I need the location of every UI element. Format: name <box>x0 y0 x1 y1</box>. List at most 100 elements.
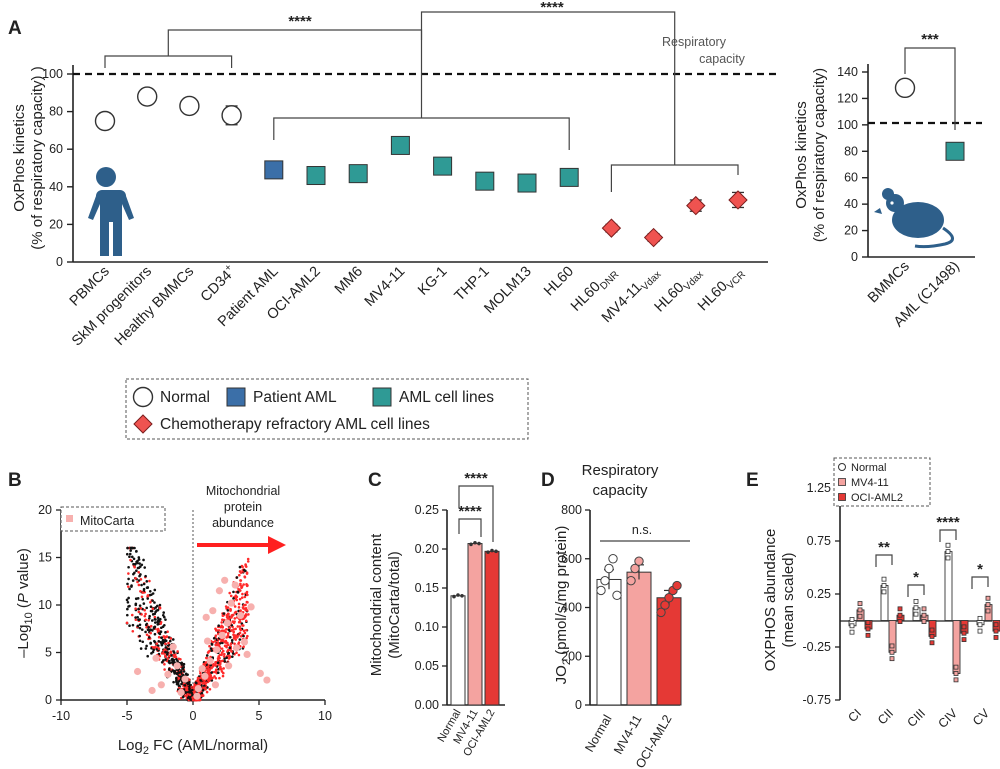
e-point <box>865 632 871 638</box>
a-xtick-label: MM6 <box>332 264 366 298</box>
b-point <box>144 574 147 578</box>
b-point <box>221 639 225 643</box>
e-point <box>889 649 895 655</box>
b-point <box>205 654 209 657</box>
b-point <box>192 685 196 689</box>
b-point <box>237 602 241 606</box>
b-point <box>187 685 191 688</box>
d-point <box>656 607 666 618</box>
d-ytick-label: 400 <box>561 601 582 615</box>
b-point <box>230 623 234 627</box>
b-point <box>177 684 181 688</box>
b-point <box>226 634 230 637</box>
e-point <box>921 606 927 612</box>
b-point <box>145 633 149 637</box>
a-bracket-comparison-2 <box>420 11 676 165</box>
c-ylabel-line1: Mitochondrial content <box>368 533 385 676</box>
e-point <box>945 542 951 548</box>
b-point <box>238 625 242 628</box>
b-point <box>218 676 221 680</box>
b-point <box>137 570 140 574</box>
b-mitocarta-point <box>231 581 239 589</box>
d-point <box>672 580 682 591</box>
e-ytick-label: 1.25 <box>807 481 831 495</box>
c-point <box>473 540 477 545</box>
legend-marker-refractory <box>133 414 153 434</box>
b-point <box>127 596 130 600</box>
b-point <box>167 641 170 645</box>
b-point <box>166 630 169 634</box>
b-point <box>164 635 168 639</box>
e-point <box>849 629 855 635</box>
b-point <box>245 590 249 594</box>
d-point <box>604 563 614 574</box>
b-point <box>246 634 249 638</box>
b-legend-box <box>60 506 166 532</box>
legend-label: Patient AML <box>253 389 337 406</box>
c-ytick-label: 0.10 <box>415 620 439 634</box>
b-point <box>160 636 163 639</box>
b-point <box>208 687 212 691</box>
b-xtick-label: 10 <box>318 709 332 723</box>
b-point <box>138 623 142 627</box>
a-stars-1: **** <box>288 13 312 30</box>
c-bracket-2 <box>458 485 494 542</box>
e-point <box>913 599 919 604</box>
b-point <box>138 626 142 630</box>
b-point <box>134 577 137 580</box>
b-point <box>171 638 175 641</box>
e-point <box>945 549 951 554</box>
b-point <box>197 677 200 680</box>
b-ytick-label: 15 <box>38 551 52 565</box>
b-point <box>168 639 172 643</box>
a-point-cellline <box>517 173 537 193</box>
b-point <box>244 603 247 607</box>
b-point <box>134 618 138 621</box>
e-point <box>865 620 871 626</box>
b-point <box>134 562 137 566</box>
b-point <box>139 606 143 610</box>
a-legend: Normal Patient AML AML cell lines Chemother… <box>125 378 529 440</box>
c-bar <box>450 595 466 706</box>
b-point <box>179 658 182 661</box>
b-point <box>148 589 152 593</box>
b-point <box>164 658 167 661</box>
e-legend-marker <box>838 463 846 471</box>
b-point <box>240 596 244 599</box>
e-stars: **** <box>936 514 960 531</box>
c-point <box>490 548 494 553</box>
b-point <box>139 589 142 593</box>
b-point <box>231 652 235 655</box>
e-point <box>961 637 967 642</box>
b-mitocarta-point <box>181 675 189 683</box>
d-point <box>600 575 610 586</box>
b-point <box>243 595 247 599</box>
b-point <box>229 635 232 639</box>
b-point <box>244 569 247 573</box>
b-point <box>144 623 148 627</box>
b-point <box>226 612 230 616</box>
b-point <box>149 600 152 604</box>
d-point <box>634 556 644 566</box>
b-point <box>152 646 155 649</box>
b-point <box>228 626 232 630</box>
a2-comparison-bracket <box>904 47 956 130</box>
b-point <box>223 652 226 656</box>
d-point <box>596 585 606 596</box>
b-point <box>247 613 250 616</box>
b-point <box>246 560 250 563</box>
b-point <box>228 646 232 650</box>
b-point <box>203 686 206 690</box>
b-point <box>155 642 159 645</box>
b-point <box>199 679 203 682</box>
b-mitocarta-point <box>194 685 202 693</box>
b-mitocarta-point <box>193 692 201 700</box>
b-point <box>149 631 152 635</box>
b-point <box>188 687 191 691</box>
b-point <box>200 691 204 695</box>
b-annotation-2: protein <box>224 500 262 514</box>
b-point <box>130 585 133 588</box>
b-point <box>128 587 131 591</box>
b-point <box>169 651 173 655</box>
b-mitocarta-point <box>256 669 264 678</box>
